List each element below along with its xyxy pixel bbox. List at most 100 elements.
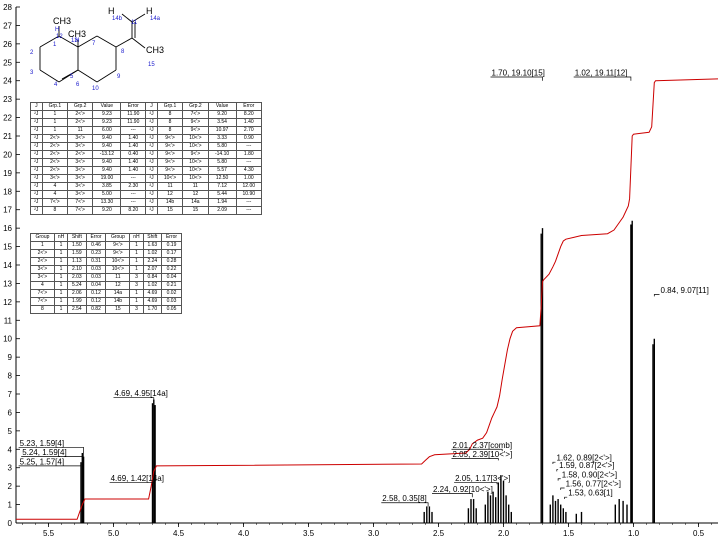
table-cell: 1 xyxy=(53,249,69,258)
table-cell: 1 xyxy=(53,265,69,274)
table-header-cell: Grp.2 xyxy=(182,102,209,111)
table-cell: 1 xyxy=(53,297,69,306)
table-cell: 3<'> xyxy=(41,174,69,183)
table-cell: 1.99 xyxy=(67,297,87,306)
table-row: ²J 8 7<'> 9.20 8.20 ²J 15 15 2.09 --- xyxy=(30,206,263,215)
table-cell: 7<'> xyxy=(30,297,55,306)
table-cell: 12.50 xyxy=(207,174,237,183)
table-cell: 8 xyxy=(156,118,184,127)
molecule-atom-label: 14a xyxy=(150,16,161,22)
peak-annotation-label: 5.23, 1.59[4] xyxy=(20,439,64,448)
molecule-atom-label: H xyxy=(108,6,115,16)
table-cell: ²J xyxy=(30,174,43,183)
table-cell: 2.09 xyxy=(207,206,237,215)
table-header-cell: Shift xyxy=(142,233,163,242)
x-tick-label: 4.0 xyxy=(238,529,250,538)
table-cell: ²J xyxy=(30,182,43,191)
table-cell: 9.40 xyxy=(92,134,122,143)
table-cell: 9<'> xyxy=(156,150,184,159)
table-cell: 1 xyxy=(41,126,69,135)
table-cell: 12 xyxy=(105,281,131,290)
table-cell: 9<'> xyxy=(105,249,131,258)
annotation-leader-line xyxy=(451,458,499,461)
table-cell: 3<'> xyxy=(67,174,94,183)
table-cell: 10<'> xyxy=(105,257,131,266)
table-cell: 12 xyxy=(156,190,184,199)
table-cell: 10<'> xyxy=(182,142,209,151)
y-tick-label: 20 xyxy=(3,150,12,159)
table-cell: 3<'> xyxy=(67,134,94,143)
y-tick-label: 12 xyxy=(3,298,12,307)
x-tick-label: 4.5 xyxy=(173,529,185,538)
peak-annotation-label: 1.62, 0.89[2<'>] xyxy=(557,454,612,463)
table-cell: 7<'> xyxy=(41,198,69,207)
table-cell: 14b xyxy=(156,198,184,207)
table-cell: 1 xyxy=(129,249,144,258)
table-cell: 1.40 xyxy=(120,142,147,151)
table-cell: ²J xyxy=(30,134,43,143)
table-cell: 0.03 xyxy=(161,297,182,306)
molecule-atom-label: H xyxy=(55,27,59,33)
table-cell: 2<'> xyxy=(67,150,94,159)
x-tick-label: 3.5 xyxy=(303,529,315,538)
table-cell: 2.10 xyxy=(67,265,87,274)
table-cell: 0.28 xyxy=(161,257,182,266)
table-cell: 1 xyxy=(129,265,144,274)
table-cell: ²J xyxy=(30,142,43,151)
table-row: 1 1 1.50 0.46 9<'> 1 1.63 0.19 xyxy=(30,241,182,250)
y-tick-label: 21 xyxy=(3,132,12,141)
y-tick-label: 2 xyxy=(8,482,13,491)
molecule-atom-label: 4 xyxy=(54,82,58,88)
table-header-cell: Shift xyxy=(67,233,87,242)
table-cell: 4 xyxy=(41,190,69,199)
table-cell: 1.50 xyxy=(67,241,87,250)
table-cell: --- xyxy=(235,142,263,151)
table-cell: 3<'> xyxy=(67,190,94,199)
table-row: ²J 4 3<'> 3.85 2.30 ²J 11 11 7.12 12.00 xyxy=(30,182,263,191)
table-cell: 1.80 xyxy=(235,150,263,159)
table-cell: 9.40 xyxy=(92,142,122,151)
peak-annotation-label: 1.56, 0.77[2<'>] xyxy=(566,479,621,488)
spectrum-peaks xyxy=(80,220,655,523)
y-tick-label: 18 xyxy=(3,187,12,196)
table-cell: 4.69 xyxy=(142,289,163,298)
table-cell: 0.82 xyxy=(85,305,107,314)
table-cell: 2<'> xyxy=(67,118,94,127)
table-cell: 13.30 xyxy=(92,198,122,207)
peak-annotation-label: 4.69, 4.95[14a] xyxy=(115,389,168,398)
table-cell: ²J xyxy=(145,126,158,135)
molecule-atom-label: 15 xyxy=(148,62,155,68)
table-cell: 2<'> xyxy=(30,257,55,266)
table-header-cell: Value xyxy=(92,102,122,111)
table-cell: 0.12 xyxy=(85,297,107,306)
annotation-leader-line xyxy=(552,461,556,465)
table-cell: 1.40 xyxy=(235,118,263,127)
peak-annotation-label: 2.01, 2.37[comb] xyxy=(453,441,513,450)
table-header-cell: Grp.1 xyxy=(41,102,69,111)
table-header-cell: Grp.1 xyxy=(156,102,184,111)
molecule-atom-label: 7 xyxy=(92,41,96,47)
y-tick-label: 5 xyxy=(8,427,13,436)
table-cell: 5.80 xyxy=(207,158,237,167)
molecule-atom-label: 3 xyxy=(30,70,34,76)
table-row: ²J 2<'> 3<'> 9.40 1.40 ²J 9<'> 10<'> 5.80 --- xyxy=(30,158,263,167)
table-cell: 2.07 xyxy=(142,265,163,274)
table-cell: 2<'> xyxy=(41,150,69,159)
molecule-atom-label: 11 xyxy=(131,20,138,26)
molecule-atom-label: CH3 xyxy=(68,29,86,39)
table-cell: 1 xyxy=(41,110,69,119)
table-cell: 5.44 xyxy=(207,190,237,199)
peak-annotation-label: 1.59, 0.87[2<'>] xyxy=(559,461,614,470)
annotation-leader-line xyxy=(113,397,155,400)
table-row: 7<'> 1 1.99 0.12 14b 1 4.69 0.03 xyxy=(30,297,182,306)
table-cell: 1.13 xyxy=(67,257,87,266)
table-cell: ²J xyxy=(30,126,43,135)
y-tick-label: 23 xyxy=(3,95,12,104)
table-cell: 9<'> xyxy=(182,126,209,135)
integral-curve xyxy=(16,78,719,520)
table-cell: ²J xyxy=(145,182,158,191)
molecule-atom-label: 9 xyxy=(117,74,121,80)
peak-annotation-label: 2.58, 0.35[8] xyxy=(382,494,426,503)
shift-table-header: Group nH Shift Error Group nH Shift Error xyxy=(30,233,182,242)
table-cell: 3.54 xyxy=(207,118,237,127)
